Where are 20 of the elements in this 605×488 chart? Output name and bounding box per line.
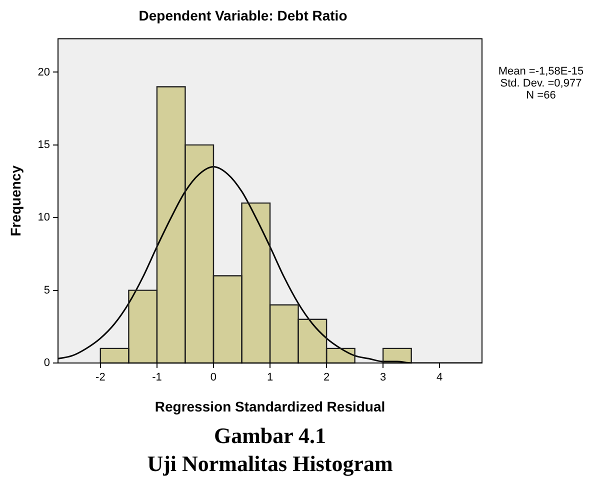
x-tick-label: -2 — [96, 372, 106, 384]
y-tick-label: 0 — [44, 357, 50, 370]
x-tick-label: 1 — [266, 372, 274, 384]
text: Mean =-1,58E-15 — [498, 66, 584, 78]
text: Uji Normalitas Histogram — [146, 450, 394, 478]
y-tick-label: 15 — [38, 138, 50, 151]
y-tick-label: 20 — [38, 66, 50, 78]
x-tick-label: 3 — [380, 372, 386, 384]
x-axis-title: Regression Standardized Residual — [154, 398, 386, 414]
x-tick-label: 0 — [210, 372, 217, 384]
text: Gambar 4.1 — [212, 422, 328, 450]
y-tick-label: 10 — [38, 212, 50, 224]
x-tick-label: 2 — [323, 372, 330, 384]
text: Std. Dev. =0,977 — [500, 78, 582, 90]
x-tick-label: -1 — [152, 372, 162, 384]
y-axis-title: Frequency — [7, 165, 24, 236]
text: N =66 — [526, 90, 556, 102]
x-tick-label: 4 — [436, 372, 443, 384]
chart-title: Dependent Variable: Debt Ratio — [138, 7, 348, 24]
y-tick-label: 5 — [44, 284, 50, 296]
